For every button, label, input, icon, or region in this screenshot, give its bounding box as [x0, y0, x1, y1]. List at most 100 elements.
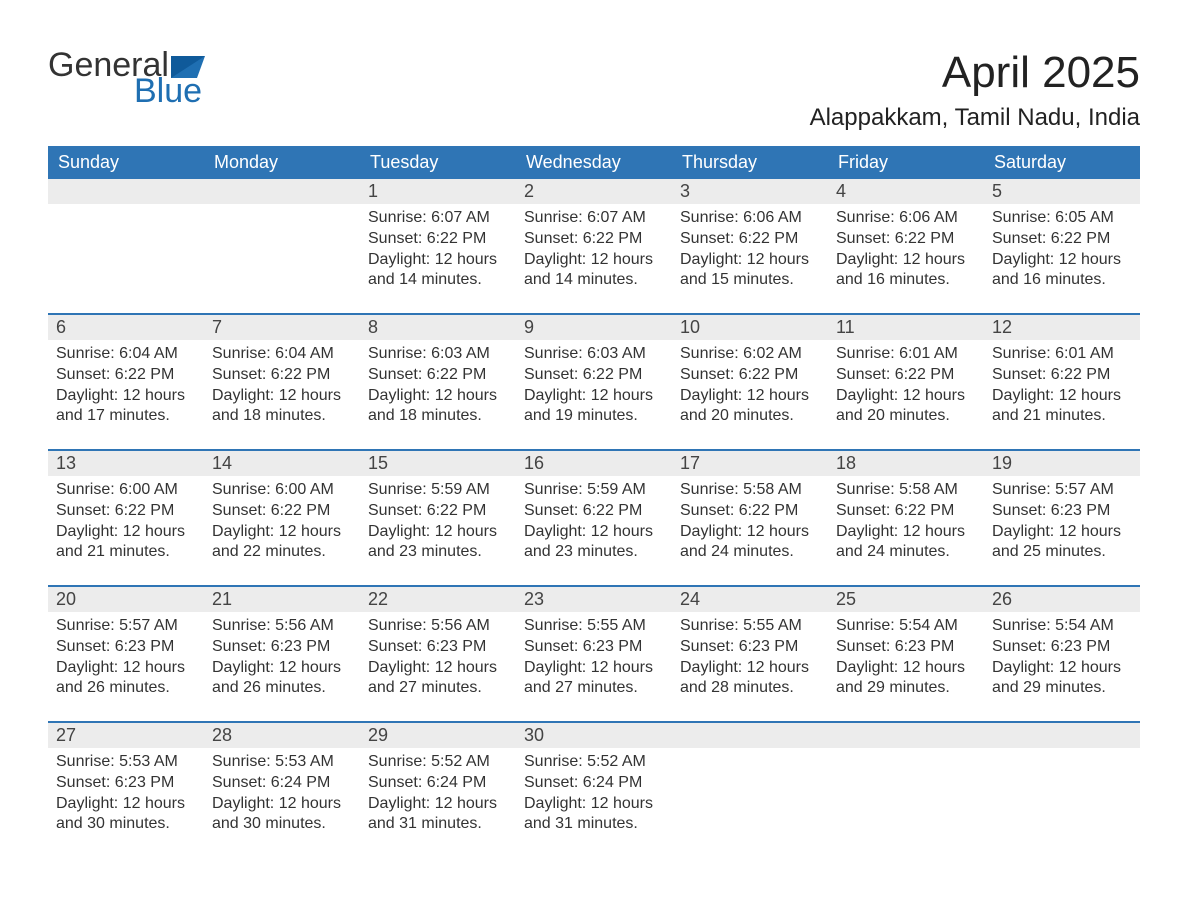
day-number: 22 — [360, 587, 516, 612]
sunrise-text: Sunrise: 6:04 AM — [212, 344, 352, 365]
sunrise-text: Sunrise: 6:02 AM — [680, 344, 820, 365]
empty-day-cell — [204, 179, 360, 299]
day-body: Sunrise: 5:59 AMSunset: 6:22 PMDaylight:… — [360, 476, 516, 563]
sunset-text: Sunset: 6:22 PM — [992, 229, 1132, 250]
day-cell: 7Sunrise: 6:04 AMSunset: 6:22 PMDaylight… — [204, 315, 360, 435]
daylight-text: Daylight: 12 hours and 15 minutes. — [680, 250, 820, 292]
daylight-text: Daylight: 12 hours and 24 minutes. — [836, 522, 976, 564]
day-number: 12 — [984, 315, 1140, 340]
sunset-text: Sunset: 6:22 PM — [524, 365, 664, 386]
day-body: Sunrise: 6:04 AMSunset: 6:22 PMDaylight:… — [48, 340, 204, 427]
sunrise-text: Sunrise: 6:01 AM — [836, 344, 976, 365]
day-body: Sunrise: 5:58 AMSunset: 6:22 PMDaylight:… — [672, 476, 828, 563]
daylight-text: Daylight: 12 hours and 20 minutes. — [680, 386, 820, 428]
sunset-text: Sunset: 6:22 PM — [212, 365, 352, 386]
day-number: 6 — [48, 315, 204, 340]
day-number: 25 — [828, 587, 984, 612]
sunset-text: Sunset: 6:22 PM — [836, 365, 976, 386]
sunset-text: Sunset: 6:23 PM — [56, 637, 196, 658]
daylight-text: Daylight: 12 hours and 21 minutes. — [992, 386, 1132, 428]
daylight-text: Daylight: 12 hours and 25 minutes. — [992, 522, 1132, 564]
day-cell: 19Sunrise: 5:57 AMSunset: 6:23 PMDayligh… — [984, 451, 1140, 571]
day-cell: 6Sunrise: 6:04 AMSunset: 6:22 PMDaylight… — [48, 315, 204, 435]
day-number: 16 — [516, 451, 672, 476]
day-body: Sunrise: 6:03 AMSunset: 6:22 PMDaylight:… — [360, 340, 516, 427]
sunrise-text: Sunrise: 5:52 AM — [368, 752, 508, 773]
sunrise-text: Sunrise: 6:06 AM — [836, 208, 976, 229]
day-body: Sunrise: 5:52 AMSunset: 6:24 PMDaylight:… — [360, 748, 516, 835]
sunrise-text: Sunrise: 6:07 AM — [368, 208, 508, 229]
sunset-text: Sunset: 6:23 PM — [992, 637, 1132, 658]
daylight-text: Daylight: 12 hours and 31 minutes. — [368, 794, 508, 836]
day-number: 9 — [516, 315, 672, 340]
day-number: 18 — [828, 451, 984, 476]
day-number: 29 — [360, 723, 516, 748]
day-number — [828, 723, 984, 748]
sunset-text: Sunset: 6:22 PM — [680, 365, 820, 386]
sunrise-text: Sunrise: 5:56 AM — [368, 616, 508, 637]
sunrise-text: Sunrise: 5:59 AM — [524, 480, 664, 501]
day-cell: 15Sunrise: 5:59 AMSunset: 6:22 PMDayligh… — [360, 451, 516, 571]
day-cell: 11Sunrise: 6:01 AMSunset: 6:22 PMDayligh… — [828, 315, 984, 435]
day-number: 4 — [828, 179, 984, 204]
day-number: 20 — [48, 587, 204, 612]
daylight-text: Daylight: 12 hours and 24 minutes. — [680, 522, 820, 564]
day-number: 10 — [672, 315, 828, 340]
day-cell: 25Sunrise: 5:54 AMSunset: 6:23 PMDayligh… — [828, 587, 984, 707]
sunset-text: Sunset: 6:23 PM — [56, 773, 196, 794]
day-cell: 8Sunrise: 6:03 AMSunset: 6:22 PMDaylight… — [360, 315, 516, 435]
daylight-text: Daylight: 12 hours and 23 minutes. — [368, 522, 508, 564]
sunset-text: Sunset: 6:23 PM — [368, 637, 508, 658]
sunrise-text: Sunrise: 5:58 AM — [680, 480, 820, 501]
day-cell: 28Sunrise: 5:53 AMSunset: 6:24 PMDayligh… — [204, 723, 360, 843]
day-body: Sunrise: 6:07 AMSunset: 6:22 PMDaylight:… — [516, 204, 672, 291]
sunrise-text: Sunrise: 6:00 AM — [212, 480, 352, 501]
daylight-text: Daylight: 12 hours and 20 minutes. — [836, 386, 976, 428]
daylight-text: Daylight: 12 hours and 23 minutes. — [524, 522, 664, 564]
sunrise-text: Sunrise: 6:06 AM — [680, 208, 820, 229]
sunset-text: Sunset: 6:22 PM — [524, 501, 664, 522]
daylight-text: Daylight: 12 hours and 16 minutes. — [992, 250, 1132, 292]
daylight-text: Daylight: 12 hours and 26 minutes. — [56, 658, 196, 700]
sunrise-text: Sunrise: 5:58 AM — [836, 480, 976, 501]
day-number — [48, 179, 204, 204]
day-number: 30 — [516, 723, 672, 748]
day-number: 8 — [360, 315, 516, 340]
daylight-text: Daylight: 12 hours and 27 minutes. — [368, 658, 508, 700]
day-number: 2 — [516, 179, 672, 204]
day-number: 7 — [204, 315, 360, 340]
day-body: Sunrise: 5:52 AMSunset: 6:24 PMDaylight:… — [516, 748, 672, 835]
day-cell: 26Sunrise: 5:54 AMSunset: 6:23 PMDayligh… — [984, 587, 1140, 707]
sunset-text: Sunset: 6:22 PM — [368, 365, 508, 386]
weekday-header: Wednesday — [516, 146, 672, 179]
day-number: 15 — [360, 451, 516, 476]
day-number: 26 — [984, 587, 1140, 612]
day-cell: 16 Sunrise: 5:59 AMSunset: 6:22 PMDayligh… — [516, 451, 672, 571]
sunrise-text: Sunrise: 5:57 AM — [56, 616, 196, 637]
day-cell: 27Sunrise: 5:53 AMSunset: 6:23 PMDayligh… — [48, 723, 204, 843]
day-number: 23 — [516, 587, 672, 612]
empty-day-cell — [984, 723, 1140, 843]
week-row: 27Sunrise: 5:53 AMSunset: 6:23 PMDayligh… — [48, 721, 1140, 843]
weekday-header: Friday — [828, 146, 984, 179]
daylight-text: Daylight: 12 hours and 26 minutes. — [212, 658, 352, 700]
page: General Blue April 2025 Alappakkam, Tami… — [0, 0, 1188, 843]
sunset-text: Sunset: 6:23 PM — [212, 637, 352, 658]
title-block: April 2025 Alappakkam, Tamil Nadu, India — [810, 48, 1140, 132]
day-number: 5 — [984, 179, 1140, 204]
day-body: Sunrise: 6:06 AMSunset: 6:22 PMDaylight:… — [828, 204, 984, 291]
weeks-container: 1Sunrise: 6:07 AMSunset: 6:22 PMDaylight… — [48, 179, 1140, 843]
daylight-text: Daylight: 12 hours and 30 minutes. — [212, 794, 352, 836]
day-number: 3 — [672, 179, 828, 204]
daylight-text: Daylight: 12 hours and 31 minutes. — [524, 794, 664, 836]
day-cell: 12Sunrise: 6:01 AMSunset: 6:22 PMDayligh… — [984, 315, 1140, 435]
daylight-text: Daylight: 12 hours and 29 minutes. — [836, 658, 976, 700]
daylight-text: Daylight: 12 hours and 27 minutes. — [524, 658, 664, 700]
sunset-text: Sunset: 6:22 PM — [524, 229, 664, 250]
empty-day-cell — [48, 179, 204, 299]
day-body: Sunrise: 6:00 AMSunset: 6:22 PMDaylight:… — [48, 476, 204, 563]
day-body: Sunrise: 5:54 AMSunset: 6:23 PMDaylight:… — [828, 612, 984, 699]
day-body: Sunrise: 5:55 AMSunset: 6:23 PMDaylight:… — [516, 612, 672, 699]
day-number: 17 — [672, 451, 828, 476]
brand-word2: Blue — [48, 74, 205, 108]
